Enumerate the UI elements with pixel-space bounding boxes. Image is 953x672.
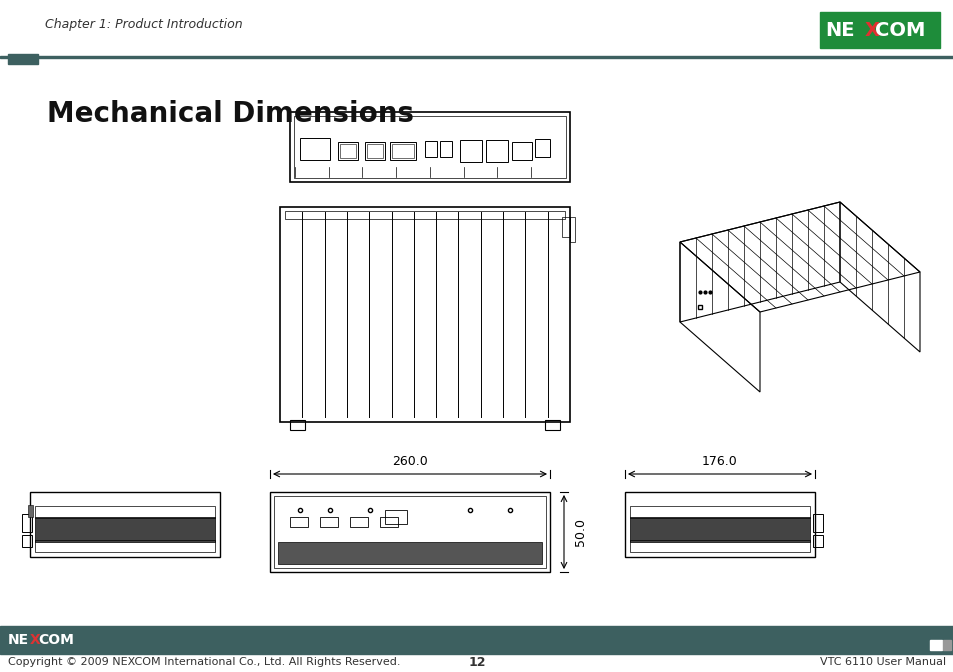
Text: 176.0: 176.0 bbox=[701, 455, 737, 468]
Bar bbox=[512, 142, 532, 160]
Bar bbox=[424, 141, 436, 157]
Bar bbox=[820, 12, 939, 48]
Bar bbox=[929, 640, 941, 650]
Text: VTC 6110 User Manual: VTC 6110 User Manual bbox=[819, 657, 945, 667]
Bar bbox=[285, 211, 564, 219]
Bar bbox=[379, 517, 397, 527]
Text: Copyright © 2009 NEXCOM International Co., Ltd. All Rights Reserved.: Copyright © 2009 NEXCOM International Co… bbox=[8, 657, 400, 667]
Bar bbox=[367, 144, 382, 158]
Text: NE: NE bbox=[8, 633, 30, 647]
Text: X: X bbox=[863, 21, 879, 40]
Bar bbox=[280, 207, 569, 422]
Bar bbox=[365, 142, 385, 160]
Bar bbox=[0, 626, 953, 654]
Bar bbox=[629, 517, 809, 542]
Bar bbox=[812, 514, 822, 532]
Text: Mechanical Dimensions: Mechanical Dimensions bbox=[47, 100, 414, 128]
Bar bbox=[22, 514, 32, 532]
Bar bbox=[30, 492, 220, 557]
Bar bbox=[35, 517, 214, 542]
Bar bbox=[350, 517, 368, 527]
Bar bbox=[439, 141, 452, 157]
Bar bbox=[290, 112, 569, 182]
Bar bbox=[290, 420, 305, 430]
Bar bbox=[22, 535, 32, 547]
Bar bbox=[339, 144, 355, 158]
Bar bbox=[28, 505, 33, 517]
Text: X: X bbox=[30, 633, 41, 647]
Bar bbox=[270, 492, 550, 572]
Bar bbox=[290, 517, 308, 527]
Bar bbox=[299, 138, 330, 160]
Text: COM: COM bbox=[874, 21, 924, 40]
Text: NE: NE bbox=[824, 21, 854, 40]
Bar bbox=[629, 540, 809, 552]
Bar bbox=[0, 56, 953, 58]
Bar bbox=[535, 139, 550, 157]
Bar bbox=[624, 492, 814, 557]
Bar bbox=[294, 116, 565, 178]
Bar bbox=[274, 496, 545, 568]
Bar bbox=[544, 420, 559, 430]
Bar bbox=[561, 217, 569, 237]
Bar bbox=[569, 217, 575, 242]
Text: 260.0: 260.0 bbox=[392, 455, 428, 468]
Bar bbox=[392, 144, 414, 158]
Text: 12: 12 bbox=[468, 655, 485, 669]
Bar bbox=[35, 540, 214, 552]
Bar bbox=[337, 142, 357, 160]
Text: COM: COM bbox=[38, 633, 73, 647]
Bar bbox=[8, 54, 38, 64]
Bar bbox=[812, 535, 822, 547]
Bar bbox=[319, 517, 337, 527]
Bar bbox=[485, 140, 507, 162]
Bar bbox=[385, 510, 407, 524]
Bar bbox=[942, 640, 950, 650]
Bar bbox=[629, 506, 809, 518]
Text: 50.0: 50.0 bbox=[574, 518, 586, 546]
Text: Chapter 1: Product Introduction: Chapter 1: Product Introduction bbox=[45, 18, 242, 31]
Bar bbox=[277, 542, 541, 564]
Bar bbox=[35, 506, 214, 518]
Bar bbox=[459, 140, 481, 162]
Bar bbox=[390, 142, 416, 160]
